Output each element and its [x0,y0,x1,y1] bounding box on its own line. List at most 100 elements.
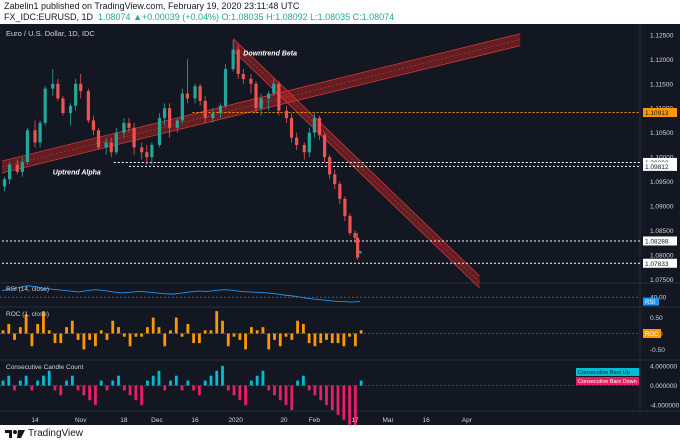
roc-bar [197,333,201,344]
level-price-label: 1.09812 [645,164,669,171]
count-bar-down [76,385,80,391]
rsi-value-label: RSI [645,300,655,306]
roc-bar [296,320,299,334]
downtrend-label: Downtrend Beta [243,50,297,57]
price-tick-label: 1.10500 [650,130,674,137]
time-tick-label: Dec [151,417,163,424]
roc-bar [36,323,40,334]
count-bar-down [330,385,334,410]
roc-bar [88,333,92,340]
count-bar-down [180,385,184,391]
count-bar-down [290,385,294,410]
candle-body [356,237,360,258]
candle-body [175,120,179,128]
candle-body [61,98,65,114]
level-price-label: 1.08288 [645,238,669,245]
roc-bar [348,333,351,337]
time-tick-label: 17 [351,417,359,424]
candle-body [86,91,90,121]
symbol-line: FX_IDC:EURUSD, 1D 1.08074 ▲+0.00039 (+0.… [4,12,394,22]
candle-body [43,88,47,123]
count-bar-up [18,380,22,386]
count-bar-up [70,375,74,386]
roc-bar [203,330,207,334]
level-price-tag [643,161,677,171]
count-bar-up [7,375,11,386]
count-bar-down [238,385,242,401]
candle-body [236,49,240,74]
roc-bar [24,314,28,334]
count-bar-up [47,370,51,386]
roc-bar [330,333,334,344]
time-tick-label: 16 [191,417,199,424]
candle-body [2,179,7,187]
candle-body [307,132,311,153]
candle-body [104,142,108,148]
time-tick-label: 20 [280,417,288,424]
price-tick-label: 1.12500 [650,32,674,39]
count-bar-down [59,385,63,396]
count-bar-down [273,385,276,396]
candle-body [25,130,29,163]
roc-bar [307,333,311,344]
count-bar-up [157,370,161,386]
count-bar-down [353,385,357,425]
candle-body [338,184,342,199]
roc-tick-label: 0.50 [650,315,663,322]
count-bar-down [226,385,230,391]
count-bar-down [140,385,144,406]
tradingview-chart[interactable]: 1.125001.120001.115001.110001.105001.100… [0,24,680,425]
candle-body [127,122,131,128]
count-tick-label: -4.000000 [650,403,680,410]
roc-bar [359,330,363,334]
count-bar-down [128,385,132,396]
candle-body [295,137,299,145]
candle-body [193,86,197,99]
roc-bar [186,323,190,334]
count-bar-down [232,385,236,396]
price-tick-label: 1.09500 [650,179,674,186]
roc-bar [180,333,184,337]
count-bar-up [65,380,68,386]
count-bar-down [348,385,351,425]
count-bar-down [88,385,92,401]
roc-bar [13,333,16,340]
roc-bar [215,311,219,334]
candle-body [231,49,235,70]
time-tick-label: 16 [423,417,431,424]
candle-body [132,127,136,148]
candle-body [353,233,357,238]
level-price-label: 1.07833 [645,261,669,268]
count-bar-down [163,385,167,391]
candle-body [162,108,167,119]
candle-body [91,120,96,131]
roc-bar [117,327,120,334]
roc-bar [128,333,132,347]
level-price-label: 1.10913 [645,110,669,117]
roc-value-label: ROC [645,332,659,338]
roc-bar [82,333,86,350]
candle-body [259,98,263,109]
count-bar-down [325,385,328,406]
rsi-line [1,285,361,303]
roc-bar [209,330,213,334]
ohlc-readout: 1.08074 ▲+0.00039 (+0.04%) O:1.08035 H:1… [98,12,395,22]
count-tick-label: 4.000000 [650,363,677,370]
roc-bar [238,333,242,340]
footer: TradingView [0,425,680,443]
roc-bar [249,327,253,334]
roc-bar [353,333,357,347]
candle-body [267,93,271,99]
count-bar-down [13,385,16,391]
time-tick-label: Nov [75,417,87,424]
count-bar-up [296,380,299,386]
count-bar-up [203,380,207,386]
chart-background [0,24,680,425]
roc-bar [151,317,155,334]
tradingview-logo-icon[interactable] [4,428,26,440]
legend-bars-up-label: Consecutive Bars Up [578,370,630,376]
brand-name[interactable]: TradingView [28,428,84,439]
count-bar-down [134,385,138,401]
channel-midline [1,39,521,168]
candle-body [122,122,126,133]
